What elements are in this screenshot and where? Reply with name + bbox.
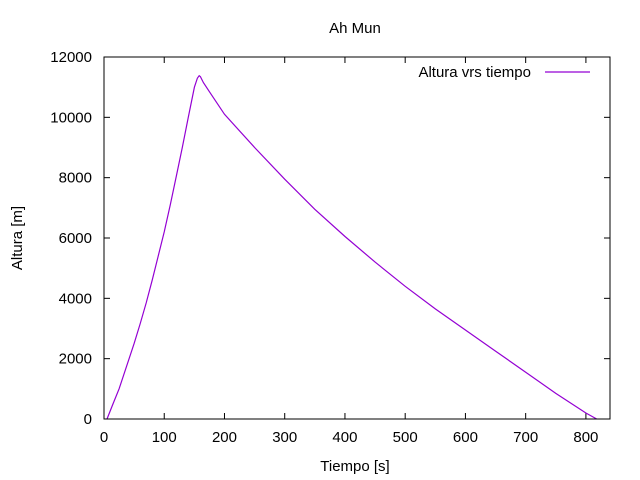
x-axis-label: Tiempo [s]	[320, 458, 389, 475]
legend-label: Altura vrs tiempo	[418, 64, 531, 81]
y-tick-label: 12000	[50, 49, 92, 66]
series-line-altura	[106, 74, 597, 420]
chart-title: Ah Mun	[329, 20, 381, 37]
y-tick-label: 8000	[59, 170, 92, 187]
y-tick-label: 10000	[50, 109, 92, 126]
x-tick-label: 600	[453, 429, 478, 446]
y-tick-label: 4000	[59, 290, 92, 307]
x-tick-label: 0	[100, 429, 108, 446]
y-tick-label: 2000	[59, 351, 92, 368]
x-tick-label: 300	[272, 429, 297, 446]
y-tick-label: 0	[84, 411, 92, 428]
x-tick-label: 800	[573, 429, 598, 446]
x-tick-label: 100	[152, 429, 177, 446]
x-tick-label: 200	[212, 429, 237, 446]
axis-ticks	[103, 56, 610, 420]
legend: Altura vrs tiempo	[418, 64, 590, 81]
y-tick-label: 6000	[59, 230, 92, 247]
axis-tick-labels: 0 100 200 300 400 500 600 700 800020004000600080…	[50, 49, 598, 446]
y-axis-label: Altura [m]	[9, 206, 26, 270]
plot-frame	[103, 56, 611, 420]
x-tick-label: 500	[393, 429, 418, 446]
x-tick-label: 700	[513, 429, 538, 446]
x-tick-label: 400	[332, 429, 357, 446]
